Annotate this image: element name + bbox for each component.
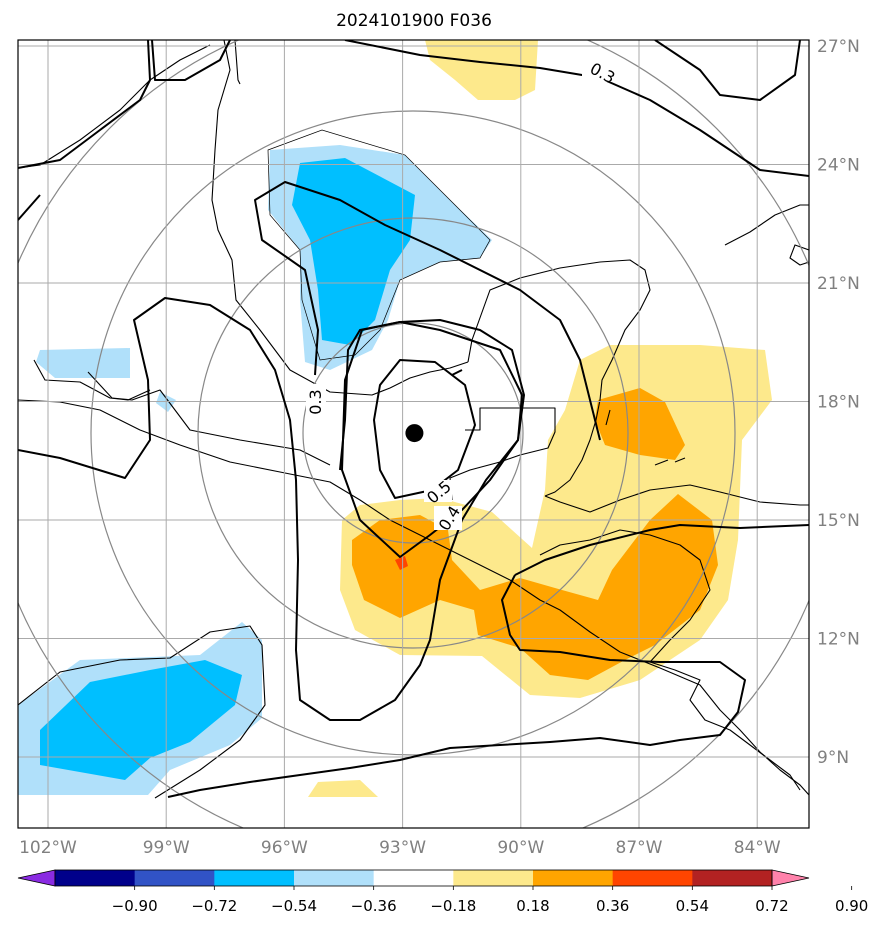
positive-shading-orange-caribbean [352, 494, 718, 680]
colorbar-segment [55, 870, 136, 886]
colorbar-segment [214, 870, 295, 886]
latitude-labels: 27°N 24°N 21°N 18°N 15°N 12°N 9°N [817, 37, 860, 768]
islands-gulf [605, 409, 686, 466]
negative-shading-dark-sw [40, 660, 242, 780]
colorbar-tick-label: 0.36 [596, 897, 629, 915]
contour-label-group: 0.3 0.3 0.5 0.4 [306, 59, 618, 534]
texas-coast [234, 40, 241, 85]
latitude-label: 21°N [817, 274, 860, 294]
contour-label-bg-3 [424, 480, 452, 502]
positive-shading-light-bottom [308, 780, 378, 797]
contour-inner-04 [341, 321, 523, 558]
contour-dash-gulf [451, 369, 463, 376]
longitude-labels: 102°W 99°W 96°W 93°W 90°W 87°W 84°W [19, 838, 781, 858]
colorbar-tick-label: −0.54 [271, 897, 317, 915]
colorbar-tick-label: −0.36 [351, 897, 397, 915]
contour-03-main [18, 40, 525, 721]
positive-shading-light-north [425, 40, 538, 100]
gridlines [18, 40, 809, 828]
colorbar-segment [453, 870, 534, 886]
latitude-label: 15°N [817, 511, 860, 531]
colorbar-extend-low [17, 869, 56, 887]
longitude-label: 102°W [19, 838, 77, 858]
longitude-label: 96°W [261, 838, 308, 858]
chart-title: 2024101900 F036 [336, 11, 492, 31]
contour-central-america [167, 524, 809, 798]
colorbar-extend-high [771, 869, 810, 887]
contour-west-loop [254, 181, 601, 441]
contour-label-bg-1 [582, 62, 618, 82]
negative-shading-dark-gulf [292, 158, 415, 345]
colorbar-segment [373, 870, 454, 886]
ring-2 [197, 217, 629, 649]
contour-03-ne-box [654, 40, 801, 101]
contour-label-bg-2 [306, 384, 326, 420]
colorbar-tick-label: 0.54 [676, 897, 709, 915]
colorbar-tick-label: 0.72 [755, 897, 788, 915]
coastlines [18, 40, 809, 799]
colorbar-segment [294, 870, 375, 886]
latitude-label: 24°N [817, 156, 860, 176]
guatemala-border [449, 407, 556, 501]
shading-layer [18, 40, 772, 797]
map-content: 0.3 0.3 0.5 0.4 [18, 40, 809, 828]
colorbar-tick-label: 0.90 [835, 897, 868, 915]
colorbar-segment [134, 870, 215, 886]
longitude-label: 93°W [379, 838, 426, 858]
colorbar-segment [692, 870, 773, 886]
colorbar-frame [54, 869, 773, 887]
colorbar-segment [612, 870, 693, 886]
west-inner-region [33, 359, 151, 401]
storm-center-marker [405, 424, 424, 443]
contour-inner-05 [373, 359, 476, 499]
colorbar-tick-label: 0.18 [516, 897, 549, 915]
longitude-label: 84°W [734, 838, 781, 858]
colorbar-tick-label: −0.90 [112, 897, 158, 915]
colorbar-segment [533, 870, 614, 886]
negative-shading-light-west [36, 348, 130, 378]
colorbar: −0.90 −0.72 −0.54 −0.36 −0.18 0.18 0.36 0.54 0.7… [17, 869, 868, 915]
map-frame [17, 39, 810, 829]
colorbar-tick-label: −0.18 [430, 897, 476, 915]
pacific-coast-mexico [18, 399, 809, 796]
longitude-label: 87°W [616, 838, 663, 858]
distance-rings [18, 40, 809, 828]
colorbar-tick-label: −0.72 [191, 897, 237, 915]
contour-label: 0.3 [306, 389, 325, 414]
ring-1 [302, 322, 524, 544]
contour-03-northwest [18, 40, 151, 169]
belize-honduras-coast [544, 484, 809, 513]
longitude-label: 90°W [497, 838, 544, 858]
yucatan-coast [467, 259, 651, 497]
cuba-coast [724, 204, 809, 266]
southwest-region [18, 625, 266, 799]
ring-3 [90, 110, 736, 756]
central-america-inner [539, 529, 801, 791]
positive-shading-orange-yucatan [595, 388, 685, 460]
mexico-gulf-coast [211, 40, 469, 396]
latitude-label: 9°N [817, 748, 849, 768]
longitude-label: 99°W [143, 838, 190, 858]
contour-label-bg-4 [434, 506, 462, 530]
latitude-label: 12°N [817, 630, 860, 650]
positive-shading-red-spot [395, 556, 408, 570]
latitude-label: 27°N [817, 37, 860, 57]
latitude-label: 18°N [817, 393, 860, 413]
